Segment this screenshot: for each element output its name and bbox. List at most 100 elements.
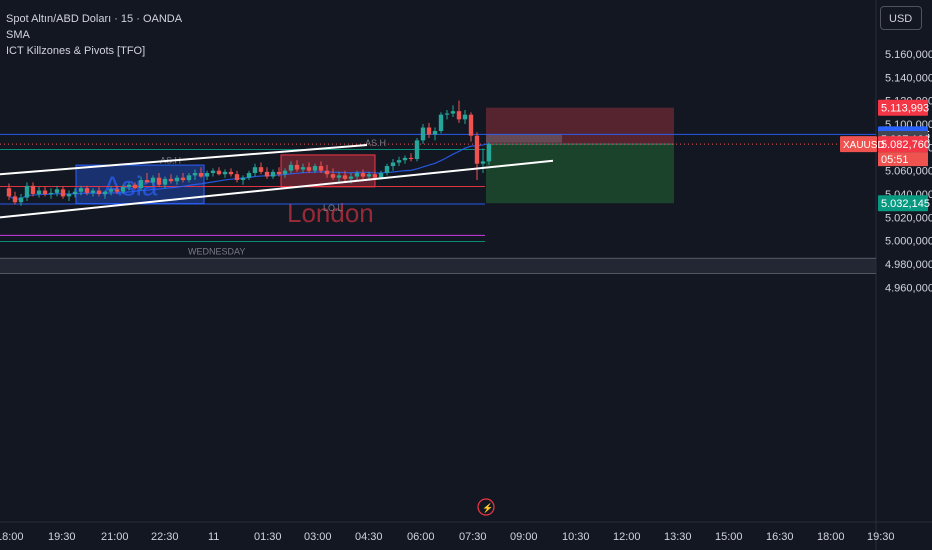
candle-54 — [330, 168, 336, 181]
x-tick-8: 06:00 — [407, 531, 435, 543]
candle-10 — [66, 190, 72, 202]
candle-2 — [18, 194, 24, 206]
candle-12 — [78, 185, 84, 196]
candle-body — [336, 175, 342, 178]
candle-body — [384, 166, 390, 174]
candle-body — [66, 194, 72, 197]
y-tick-1: 5.140,000 — [885, 72, 932, 84]
candle-body — [468, 114, 474, 136]
candle-15 — [96, 187, 102, 197]
candle-24 — [150, 175, 156, 186]
currency-button[interactable]: USD — [880, 6, 922, 30]
candle-body — [162, 178, 168, 185]
x-tick-3: 22:30 — [151, 531, 179, 543]
candle-body — [396, 160, 402, 163]
candle-body — [222, 171, 228, 175]
lightning-icon: ⚡ — [482, 502, 493, 514]
candle-body — [78, 188, 84, 192]
candle-body — [180, 177, 186, 181]
price-label-bg-3 — [878, 136, 928, 153]
x-tick-0: 18:00 — [0, 531, 24, 543]
candle-body — [108, 189, 114, 192]
candle-body — [408, 157, 414, 160]
symbol-title[interactable]: Spot Altın/ABD Doları · 15 · OANDA — [6, 13, 183, 25]
chart-legend: Spot Altın/ABD Doları · 15 · OANDA SMA I… — [6, 11, 182, 59]
candle-64 — [390, 159, 396, 171]
x-tick-12: 12:00 — [613, 531, 641, 543]
x-tick-14: 15:00 — [715, 531, 743, 543]
candle-51 — [312, 163, 318, 174]
candle-body — [300, 167, 306, 170]
candle-34 — [210, 168, 216, 177]
candle-body — [252, 167, 258, 174]
session-pivot-label-1: LO.L — [323, 203, 343, 213]
indicator-killzones[interactable]: ICT Killzones & Pivots [TFO] — [6, 45, 146, 57]
symbol-tag: XAUUSD — [843, 140, 885, 151]
candle-body — [312, 166, 318, 171]
candle-44 — [270, 169, 276, 179]
candle-13 — [84, 185, 90, 196]
x-tick-10: 09:00 — [510, 531, 538, 543]
candle-42 — [258, 162, 264, 175]
candle-body — [24, 185, 30, 198]
candle-body — [456, 111, 462, 120]
candles-group — [6, 100, 492, 206]
candle-body — [282, 170, 288, 175]
candle-body — [414, 140, 420, 160]
candle-66 — [402, 155, 408, 164]
x-tick-2: 21:00 — [101, 531, 129, 543]
candle-body — [294, 164, 300, 170]
candle-41 — [252, 163, 258, 177]
x-tick-17: 19:30 — [867, 531, 895, 543]
candle-body — [96, 190, 102, 195]
indicator-sma[interactable]: SMA — [6, 29, 30, 41]
candle-14 — [90, 188, 96, 197]
x-tick-13: 13:30 — [664, 531, 692, 543]
candle-35 — [216, 167, 222, 176]
candle-body — [318, 166, 324, 171]
candle-11 — [72, 188, 78, 198]
y-tick-5: 5.060,000 — [885, 166, 932, 178]
candle-body — [126, 184, 132, 188]
y-tick-0: 5.160,000 — [885, 49, 932, 61]
candle-body — [114, 189, 120, 192]
candle-79 — [480, 148, 486, 174]
candle-74 — [450, 105, 456, 118]
session-gap-band — [0, 258, 876, 274]
candle-body — [138, 180, 144, 189]
candle-body — [348, 176, 354, 179]
candle-body — [192, 173, 198, 176]
candle-39 — [240, 175, 246, 185]
candle-body — [426, 127, 432, 135]
candle-75 — [456, 100, 462, 123]
candle-body — [324, 170, 330, 175]
candle-77 — [468, 112, 474, 142]
candle-body — [84, 188, 90, 193]
candle-body — [474, 135, 480, 164]
candle-16 — [102, 190, 108, 199]
candle-72 — [438, 112, 444, 134]
price-label-bg-0 — [878, 99, 928, 116]
candle-36 — [222, 169, 228, 178]
candle-0 — [6, 183, 12, 200]
candle-body — [228, 171, 234, 175]
price-label-4: 5.032,145 — [881, 198, 930, 210]
y-tick-9: 4.980,000 — [885, 259, 932, 271]
candle-37 — [228, 168, 234, 177]
candle-body — [450, 111, 456, 114]
candle-21 — [132, 182, 138, 190]
x-tick-7: 04:30 — [355, 531, 383, 543]
position-label-box — [486, 134, 562, 143]
candle-47 — [288, 161, 294, 174]
candle-body — [132, 184, 138, 189]
candle-9 — [60, 187, 66, 199]
candle-body — [168, 178, 174, 182]
candle-body — [354, 173, 360, 177]
candle-31 — [192, 169, 198, 181]
candle-body — [366, 174, 372, 177]
candle-19 — [120, 184, 126, 195]
candle-68 — [414, 138, 420, 162]
candle-body — [210, 170, 216, 174]
candle-71 — [432, 127, 438, 141]
